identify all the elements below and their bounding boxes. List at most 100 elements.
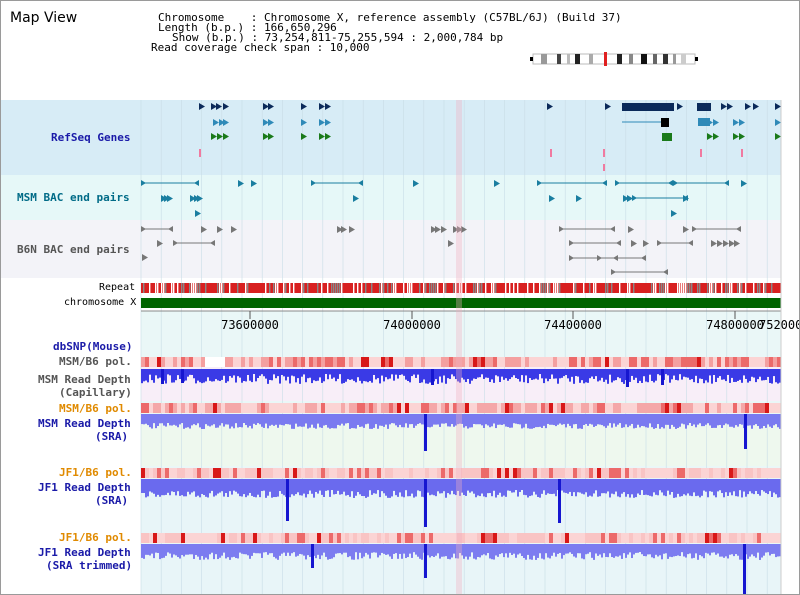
depth-bar <box>723 479 725 498</box>
depth-bar <box>507 544 509 558</box>
depth-bar <box>755 369 757 383</box>
depth-bar <box>259 479 261 498</box>
msm-b6-pol-track-1[interactable] <box>141 357 781 367</box>
depth-bar <box>597 414 599 425</box>
depth-bar <box>523 544 525 558</box>
refseq-genes-track[interactable] <box>199 103 781 171</box>
depth-bar <box>653 544 655 559</box>
depth-bar <box>625 544 627 558</box>
pol-cell <box>289 357 293 367</box>
depth-bar <box>199 369 201 383</box>
track-label-msm-b6-pol-1[interactable]: MSM/B6 pol. <box>59 355 132 368</box>
depth-bar <box>455 479 457 496</box>
depth-bar <box>385 544 387 555</box>
depth-spike <box>744 414 747 449</box>
depth-bar <box>295 369 297 383</box>
depth-bar <box>613 544 615 558</box>
pol-cell <box>729 533 733 543</box>
depth-bar <box>187 479 189 492</box>
depth-bar <box>639 414 641 428</box>
pol-cell <box>637 357 641 367</box>
depth-bar <box>509 369 511 380</box>
depth-bar <box>731 369 733 378</box>
depth-bar <box>457 479 459 491</box>
depth-bar <box>771 369 773 384</box>
depth-bar <box>617 479 619 497</box>
track-label-msm-read-depth-sra[interactable]: MSM Read Depth <box>38 417 131 430</box>
pol-cell <box>285 403 289 413</box>
depth-bar <box>247 369 249 375</box>
depth-bar <box>709 369 711 376</box>
msm-bac-track[interactable] <box>141 180 747 217</box>
track-label-jf1-read-depth-sra[interactable]: JF1 Read Depth <box>38 481 131 494</box>
pol-cell <box>573 403 577 413</box>
depth-bar <box>173 414 175 425</box>
pol-cell <box>417 468 421 478</box>
pol-cell <box>649 403 653 413</box>
depth-bar <box>767 414 769 425</box>
depth-bar <box>255 414 257 425</box>
depth-bar <box>213 369 215 382</box>
bac-end <box>723 240 729 247</box>
depth-bar <box>431 414 433 427</box>
depth-bar <box>417 414 419 424</box>
track-label-b6n-bac[interactable]: B6N BAC end pairs <box>17 243 130 256</box>
jf1-read-depth-sra-track[interactable] <box>141 479 781 527</box>
depth-bar <box>577 369 579 377</box>
track-label-jf1-read-depth-trimmed[interactable]: JF1 Read Depth <box>38 546 131 559</box>
depth-bar <box>185 414 187 428</box>
jf1-read-depth-trimmed-track[interactable] <box>141 544 781 594</box>
depth-bar <box>263 544 265 553</box>
chromosome-ideogram[interactable] <box>530 52 698 66</box>
pol-cell <box>385 357 389 367</box>
bac-end <box>337 226 343 233</box>
pol-cell <box>433 403 437 413</box>
depth-bar <box>345 369 347 382</box>
depth-bar <box>155 414 157 429</box>
chromosome-bar[interactable] <box>141 298 781 308</box>
track-label-refseq[interactable]: RefSeq Genes <box>51 131 131 144</box>
track-label-jf1-b6-pol-2[interactable]: JF1/B6 pol. <box>59 531 132 544</box>
b6n-bac-track[interactable] <box>141 226 741 275</box>
pol-cell <box>253 357 257 367</box>
pol-cell <box>665 403 669 413</box>
depth-bar <box>481 544 483 556</box>
pol-cell <box>749 468 753 478</box>
depth-bar <box>441 369 443 383</box>
depth-bar <box>617 414 619 425</box>
depth-bar <box>155 479 157 497</box>
depth-bar <box>755 479 757 492</box>
depth-bar <box>193 544 195 559</box>
pol-cell <box>485 357 489 367</box>
depth-bar <box>723 369 725 380</box>
depth-bar <box>651 369 653 381</box>
depth-bar <box>297 414 299 427</box>
track-label-msm-read-depth-capillary[interactable]: MSM Read Depth <box>38 373 131 386</box>
depth-bar <box>255 479 257 498</box>
track-label-jf1-b6-pol-1[interactable]: JF1/B6 pol. <box>59 466 132 479</box>
depth-bar <box>573 414 575 425</box>
pol-cell <box>589 533 593 543</box>
depth-bar <box>749 369 751 382</box>
msm-b6-pol-track-2[interactable] <box>141 403 781 413</box>
msm-read-depth-sra-track[interactable] <box>141 414 781 451</box>
track-label-msm-b6-pol-2[interactable]: MSM/B6 pol. <box>59 402 132 415</box>
repeat-stripe <box>273 283 275 293</box>
repeat-track[interactable] <box>141 283 781 293</box>
pol-cell <box>245 533 249 543</box>
jf1-b6-pol-track-1[interactable] <box>141 468 781 478</box>
track-label-dbsnp[interactable]: dbSNP(Mouse) <box>53 340 133 353</box>
track-label-msm-bac[interactable]: MSM BAC end pairs <box>17 191 130 204</box>
chromosome-info: Chromosome : Chromosome X, reference ass… <box>158 11 622 24</box>
repeat-stripe <box>711 283 713 293</box>
pol-cell <box>581 468 585 478</box>
depth-bar <box>553 479 555 494</box>
msm-read-depth-capillary-track[interactable] <box>141 369 781 387</box>
gene-arrow <box>727 103 733 110</box>
jf1-b6-pol-track-2[interactable] <box>141 533 781 543</box>
depth-bar <box>153 544 155 559</box>
position-highlight <box>456 100 462 594</box>
depth-bar <box>149 369 151 375</box>
pol-cell <box>565 357 569 367</box>
